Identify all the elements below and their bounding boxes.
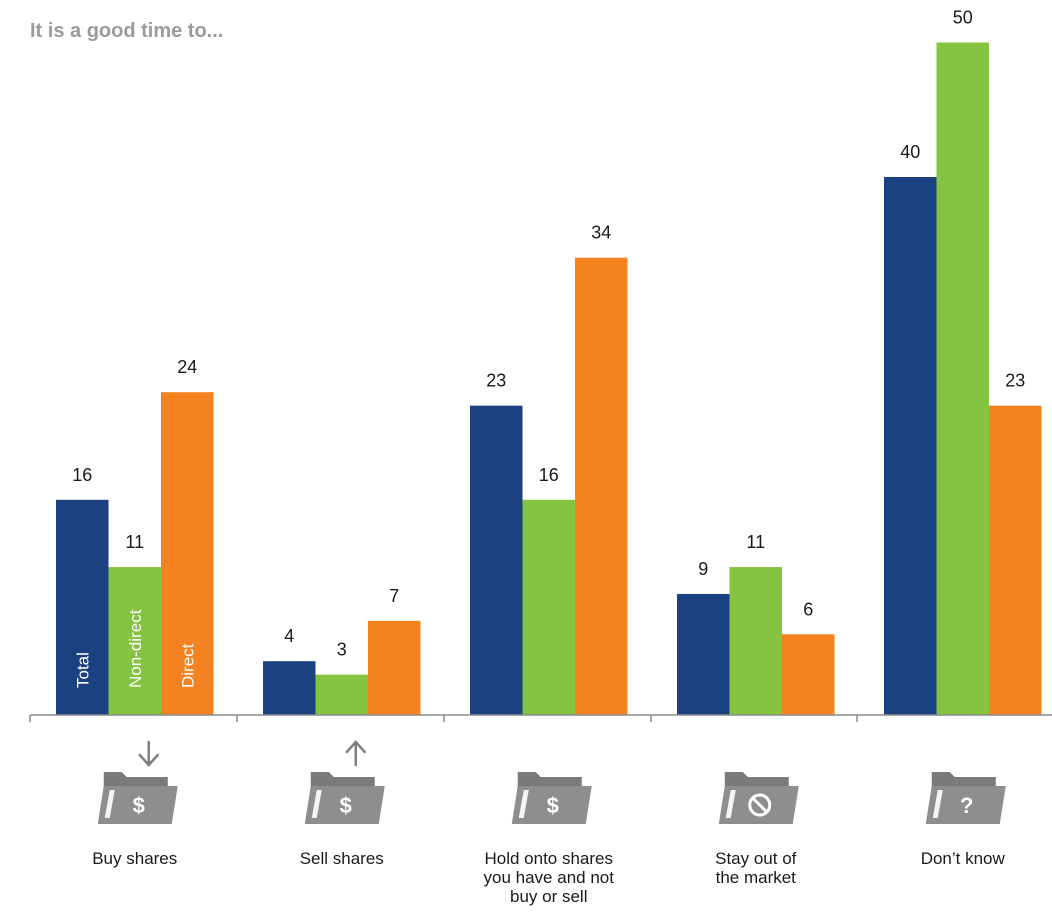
folder-no-entry-icon xyxy=(718,772,799,824)
category-label: Hold onto shares xyxy=(484,849,613,868)
value-label: 34 xyxy=(591,223,611,243)
legend-label-total: Total xyxy=(73,652,92,688)
category-label: Don’t know xyxy=(921,849,1006,868)
value-label: 3 xyxy=(337,640,347,660)
value-label: 4 xyxy=(284,626,294,646)
category-label: Stay out of xyxy=(715,849,797,868)
bar-direct-2 xyxy=(368,620,421,715)
x-axis xyxy=(29,714,1052,722)
bar-total-1 xyxy=(56,499,109,715)
legend-label-non-direct: Non-direct xyxy=(126,609,145,688)
folder-dollar-icon: $ xyxy=(511,772,592,824)
value-label: 40 xyxy=(900,142,920,162)
bar-direct-1 xyxy=(161,392,214,715)
category-label: you have and not xyxy=(484,868,615,887)
bar-non-direct-4 xyxy=(729,567,782,715)
value-label: 50 xyxy=(953,8,973,28)
value-labels: 16 11 24 4 3 7 23 16 34 9 11 6 40 50 23 xyxy=(72,8,1025,660)
legend: Total Non-direct Direct xyxy=(73,609,197,688)
value-label: 11 xyxy=(746,532,765,552)
legend-label-direct: Direct xyxy=(178,643,197,688)
category-label: the market xyxy=(716,868,797,887)
value-label: 16 xyxy=(72,465,92,485)
category-label: Buy shares xyxy=(92,849,177,868)
value-label: 7 xyxy=(389,586,399,606)
folder-dollar-down-arrow-icon: $ xyxy=(97,772,178,824)
category-labels: Buy shares Sell shares Hold onto sharesyou… xyxy=(92,849,1005,906)
bar-total-3 xyxy=(470,405,523,715)
bar-non-direct-1 xyxy=(108,567,161,715)
icon-glyph: $ xyxy=(547,793,559,818)
bar-total-2 xyxy=(263,661,316,715)
bar-direct-3 xyxy=(575,257,628,715)
value-label: 23 xyxy=(486,371,506,391)
bars-layer xyxy=(56,42,1042,715)
bar-direct-5 xyxy=(989,405,1042,715)
bar-non-direct-5 xyxy=(936,42,989,715)
chart-title: It is a good time to... xyxy=(30,20,223,42)
icon-glyph: $ xyxy=(133,793,145,818)
bar-non-direct-2 xyxy=(315,674,368,715)
value-label: 9 xyxy=(698,559,708,579)
folder-question-icon: ? xyxy=(925,772,1006,824)
category-label: Sell shares xyxy=(300,849,384,868)
icon-glyph: ? xyxy=(960,793,973,818)
value-label: 6 xyxy=(803,599,813,619)
value-label: 24 xyxy=(177,357,197,377)
value-label: 11 xyxy=(125,532,144,552)
folder-dollar-up-arrow-icon: $ xyxy=(304,772,385,824)
value-label: 16 xyxy=(539,465,559,485)
value-label: 23 xyxy=(1005,371,1025,391)
bar-total-4 xyxy=(677,593,730,715)
icon-glyph: $ xyxy=(340,793,352,818)
category-label: buy or sell xyxy=(510,887,587,906)
category-icons: $ $ $? xyxy=(97,740,1006,824)
bar-non-direct-3 xyxy=(522,499,575,715)
bar-total-5 xyxy=(884,177,937,715)
bar-direct-4 xyxy=(782,634,835,715)
